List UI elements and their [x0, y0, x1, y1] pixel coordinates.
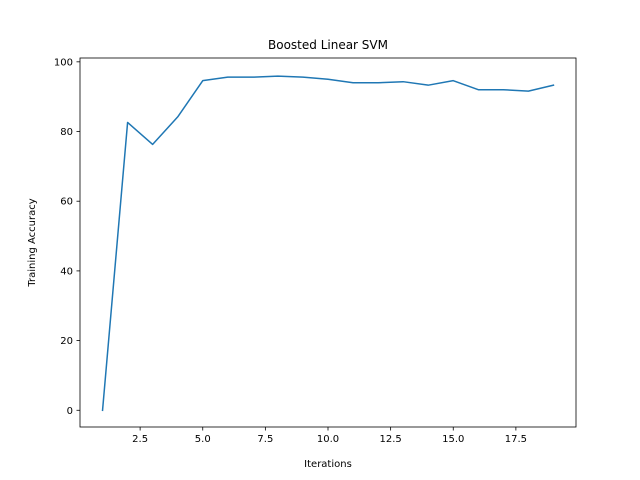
y-tick-label: 20 [60, 336, 73, 347]
y-tick-label: 60 [60, 197, 73, 208]
x-axis-ticks: 2.5 5.0 7.5 10.0 12.5 15.0 17.5 [132, 427, 527, 445]
x-tick-label: 12.5 [379, 434, 401, 445]
x-tick-label: 7.5 [257, 434, 273, 445]
series-layer [101, 75, 555, 412]
y-tick-label: 100 [54, 57, 73, 68]
y-tick-label: 80 [60, 127, 73, 138]
x-axis-label: Iterations [304, 459, 352, 470]
y-axis-label: Training Accuracy [27, 198, 38, 287]
plot-frame [79, 57, 577, 428]
y-tick-label: 0 [67, 406, 73, 417]
x-tick-label: 5.0 [195, 434, 211, 445]
y-tick-label: 40 [60, 266, 73, 277]
x-tick-label: 10.0 [317, 434, 339, 445]
x-tick-label: 2.5 [132, 434, 148, 445]
chart-title: Boosted Linear SVM [268, 38, 388, 52]
x-tick-label: 15.0 [442, 434, 464, 445]
series-line [101, 75, 555, 412]
x-tick-label: 17.5 [505, 434, 527, 445]
y-axis-ticks: 0 20 40 60 80 100 [54, 57, 80, 417]
